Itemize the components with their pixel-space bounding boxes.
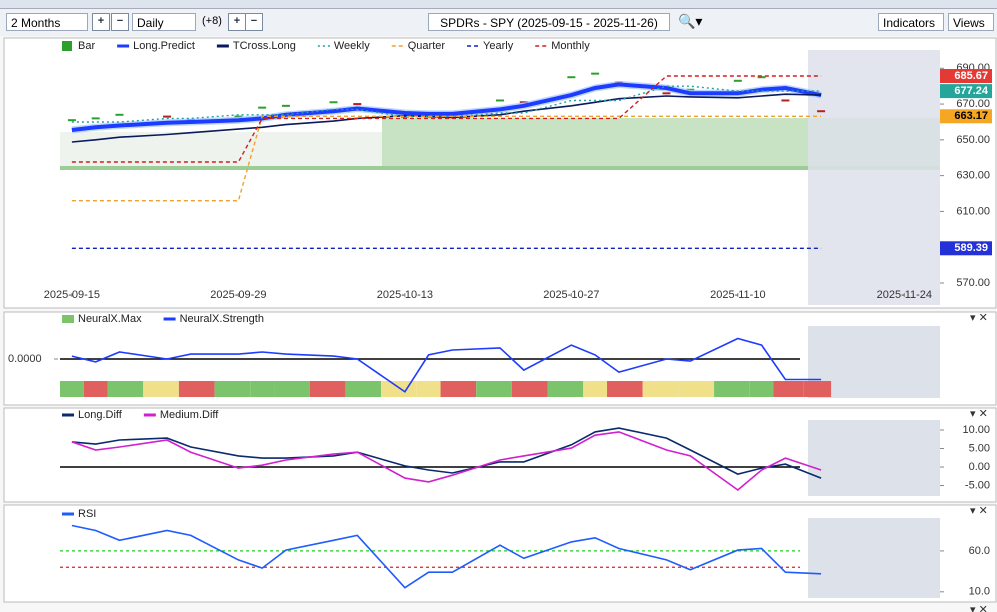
future-area [808,50,940,305]
state-cell [178,381,215,397]
series-line [71,524,822,589]
series-line [71,337,822,393]
y-tick-label: 630.00 [956,170,990,182]
zone [60,132,382,166]
price-tag-label: 685.67 [954,70,988,82]
state-cell [214,381,251,397]
state-cell [607,381,643,397]
price-tag-label: 663.17 [954,110,988,122]
price-tag [940,241,992,256]
zone-edge [60,166,940,170]
legend-label: Long.Predict [133,40,195,52]
y-tick-label: 0.0000 [8,353,42,365]
state-cell [60,381,84,397]
price-tag-label: 589.39 [954,242,988,254]
zoom-in[interactable]: + [92,13,110,31]
state-cell [476,381,512,397]
legend-label: RSI [78,508,96,520]
state-cell [83,381,108,397]
series-line [71,115,822,202]
x-tick-label: 2025-09-29 [210,289,266,301]
y-tick-label: 0.00 [969,461,990,473]
state-cell [107,381,144,397]
state-cell [250,381,275,397]
series-line [71,431,822,492]
search-icon[interactable]: 🔍▾ [678,13,703,29]
y-tick-label: 60.0 [969,545,990,557]
views-button[interactable]: Views [948,13,994,31]
extra-minus[interactable]: − [245,13,263,31]
y-tick-label: 570.00 [956,277,990,289]
state-cell [714,381,750,397]
y-tick-label: 670.00 [956,98,990,110]
series-line [71,75,822,163]
series-line [71,82,822,132]
price-tag [940,69,992,84]
panel-controls[interactable]: ▾ ✕ [970,505,988,517]
panel-controls[interactable]: ▾ ✕ [970,408,988,420]
state-cell [416,381,441,397]
x-tick-label: 2025-11-10 [710,289,765,301]
legend-label: Weekly [334,40,370,52]
symbol-title[interactable]: SPDRs - SPY (2025-09-15 - 2025-11-26) [428,13,670,31]
zoom-out[interactable]: − [111,13,129,31]
extra-plus[interactable]: + [228,13,246,31]
legend-label: Bar [78,40,95,52]
state-cell [678,381,715,397]
state-cell [547,381,584,397]
interval-select[interactable]: Daily [132,13,196,31]
legend-label: NeuralX.Max [78,313,142,325]
indicators-button[interactable]: Indicators [878,13,944,31]
y-tick-label: 10.00 [962,424,990,436]
state-cell [440,381,477,397]
legend-icon [62,315,74,323]
state-cell [583,381,608,397]
state-cell [749,381,774,397]
legend-label: Quarter [408,40,446,52]
series-line [71,85,822,123]
price-tag [940,109,992,124]
period-select[interactable]: 2 Months [6,13,88,31]
price-tag-label: 677.24 [954,85,989,97]
x-tick-label: 2025-11-24 [877,289,932,301]
legend-label: Medium.Diff [160,409,219,421]
state-cell [345,381,382,397]
y-tick-label: 10.0 [969,586,990,598]
state-cell [773,381,804,397]
legend-icon [62,41,72,51]
future-area [808,518,940,598]
series-line [71,93,822,143]
tab-strip [0,0,997,9]
legend-label: NeuralX.Strength [180,313,264,325]
panel-controls[interactable]: ▾ ✕ [970,312,988,324]
extra-count: (+8) [202,15,222,27]
state-cell [143,381,179,397]
series-line [71,427,822,479]
future-area [808,420,940,496]
y-tick-label: 5.00 [969,442,990,454]
state-cell [381,381,417,397]
x-tick-label: 2025-10-27 [543,289,599,301]
legend-label: Monthly [551,40,590,52]
y-tick-label: -5.00 [965,479,990,491]
legend-label: Long.Diff [78,409,123,421]
y-tick-label: 650.00 [956,134,990,146]
legend-label: Yearly [483,40,514,52]
y-tick-label: 610.00 [956,205,990,217]
x-tick-label: 2025-10-13 [377,289,433,301]
toolbar: 2 Months + − Daily (+8) + − SPDRs - SPY … [0,0,997,37]
x-tick-label: 2025-09-15 [44,289,100,301]
state-cell [309,381,346,397]
legend-label: TCross.Long [233,40,296,52]
state-cell [274,381,310,397]
state-cell [642,381,679,397]
state-cell [803,381,832,397]
chart-area: ▾ ✕ ▾ ✕ ▾ ✕ ▾ ✕ 690.00670.00650.00630.00… [0,36,997,612]
panel-controls[interactable]: ▾ ✕ [970,604,988,612]
state-cell [511,381,548,397]
price-tag [940,84,992,99]
